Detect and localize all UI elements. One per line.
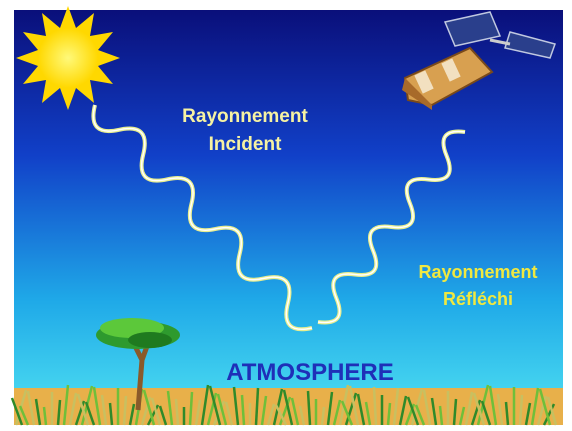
scene: Rayonnement Incident Rayonnement Réfléch…: [0, 0, 572, 431]
atmosphere-label: ATMOSPHERE: [226, 359, 394, 386]
page: {"incident_label": {"line1": "Rayonnemen…: [0, 0, 572, 431]
reflected-label-line1: Rayonnement: [418, 262, 537, 282]
reflected-label-line2: Réfléchi: [443, 289, 513, 309]
incident-label-line2: Incident: [209, 134, 283, 155]
incident-label-line1: Rayonnement: [182, 106, 308, 127]
